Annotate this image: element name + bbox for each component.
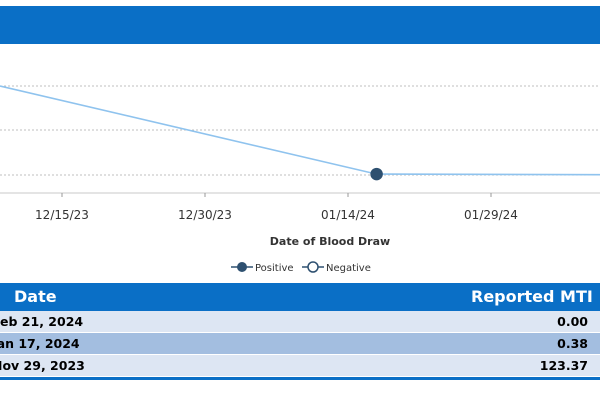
legend-label-positive: Positive bbox=[255, 263, 294, 274]
hollow-circle-icon bbox=[307, 261, 319, 273]
chart-legend[interactable]: Positive Negative bbox=[231, 261, 371, 274]
legend-label-negative: Negative bbox=[326, 263, 371, 274]
table-row: Feb 21, 2024 0.00 bbox=[0, 311, 600, 333]
filled-circle-icon bbox=[237, 262, 247, 272]
column-header-reported-mti[interactable]: Reported MTI bbox=[471, 287, 593, 306]
x-tick-label: 01/14/24 bbox=[321, 208, 375, 222]
row-date: Jan 17, 2024 bbox=[0, 336, 80, 351]
legend-item-negative[interactable]: Negative bbox=[302, 261, 371, 274]
series-layer bbox=[0, 85, 600, 181]
row-mti-value: 123.37 bbox=[539, 358, 588, 373]
legend-item-positive[interactable]: Positive bbox=[231, 262, 294, 274]
x-tick-label: 12/30/23 bbox=[178, 208, 232, 222]
mti-trend-chart: 12/15/23 12/30/23 01/14/24 01/29/24 Date of… bbox=[0, 85, 600, 274]
row-date: Nov 29, 2023 bbox=[0, 358, 85, 373]
column-header-date[interactable]: Date bbox=[14, 287, 57, 306]
x-axis-label: Date of Blood Draw bbox=[270, 235, 390, 248]
x-tick-label: 01/29/24 bbox=[464, 208, 518, 222]
table-header: Date Reported MTI bbox=[0, 283, 600, 311]
results-table: Date Reported MTI Feb 21, 2024 0.00 Jan … bbox=[0, 283, 600, 380]
x-axis-ticks: 12/15/23 12/30/23 01/14/24 01/29/24 bbox=[35, 193, 518, 222]
table-row: Jan 17, 2024 0.38 bbox=[0, 333, 600, 355]
header-bar bbox=[0, 6, 600, 44]
data-point[interactable] bbox=[370, 167, 383, 181]
row-mti-value: 0.38 bbox=[557, 336, 588, 351]
table-row: Nov 29, 2023 123.37 bbox=[0, 355, 600, 377]
row-mti-value: 0.00 bbox=[557, 314, 588, 329]
table-bottom-border bbox=[0, 377, 600, 380]
row-date: Feb 21, 2024 bbox=[0, 314, 84, 329]
chart-gridlines bbox=[0, 85, 600, 176]
x-tick-label: 12/15/23 bbox=[35, 208, 89, 222]
